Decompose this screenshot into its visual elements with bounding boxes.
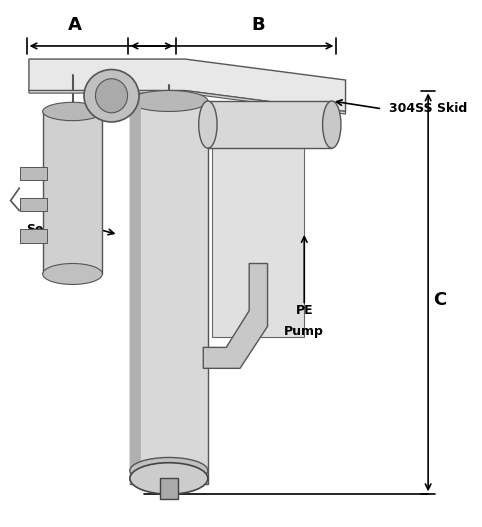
Bar <box>20 167 47 180</box>
Ellipse shape <box>130 457 208 484</box>
Ellipse shape <box>84 70 139 122</box>
Polygon shape <box>29 91 346 114</box>
Text: C: C <box>433 291 446 309</box>
Text: B: B <box>252 16 265 34</box>
Bar <box>130 101 141 484</box>
Text: 304SS Skid: 304SS Skid <box>389 102 468 115</box>
Text: Separator: Separator <box>26 223 96 236</box>
Text: PE: PE <box>295 304 313 317</box>
Ellipse shape <box>43 102 102 121</box>
Bar <box>43 112 102 274</box>
Text: Pump: Pump <box>284 325 324 338</box>
Ellipse shape <box>130 91 208 112</box>
Ellipse shape <box>130 463 208 494</box>
Ellipse shape <box>199 101 217 148</box>
Bar <box>130 101 208 484</box>
Bar <box>213 138 304 337</box>
Text: eHTX: eHTX <box>42 197 80 210</box>
Bar <box>20 198 47 211</box>
Text: A: A <box>68 16 82 34</box>
Ellipse shape <box>322 101 341 148</box>
Bar <box>20 229 47 242</box>
Polygon shape <box>29 59 346 112</box>
Polygon shape <box>203 264 268 368</box>
Ellipse shape <box>43 264 102 285</box>
Bar <box>160 479 178 500</box>
Bar <box>208 101 332 148</box>
Ellipse shape <box>95 79 128 113</box>
